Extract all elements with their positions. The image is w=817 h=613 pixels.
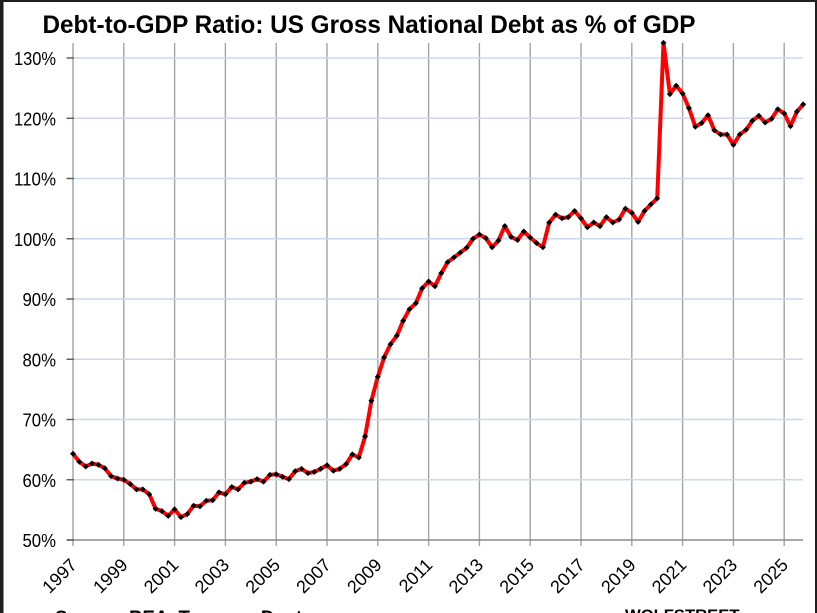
svg-text:130%: 130% [14, 49, 56, 69]
svg-text:Source: BEA, Treasury Dept: Source: BEA, Treasury Dept [55, 608, 303, 613]
svg-text:100%: 100% [14, 230, 56, 250]
svg-text:110%: 110% [14, 170, 56, 190]
svg-text:120%: 120% [14, 109, 56, 129]
svg-text:60%: 60% [23, 471, 57, 491]
svg-text:Debt-to-GDP Ratio: US Gross Na: Debt-to-GDP Ratio: US Gross National Deb… [43, 11, 696, 39]
svg-text:80%: 80% [23, 350, 57, 370]
svg-text:50%: 50% [23, 531, 57, 551]
svg-text:90%: 90% [23, 290, 57, 310]
svg-text:70%: 70% [23, 411, 57, 431]
svg-text:WOLFSTREET: WOLFSTREET [625, 608, 740, 613]
